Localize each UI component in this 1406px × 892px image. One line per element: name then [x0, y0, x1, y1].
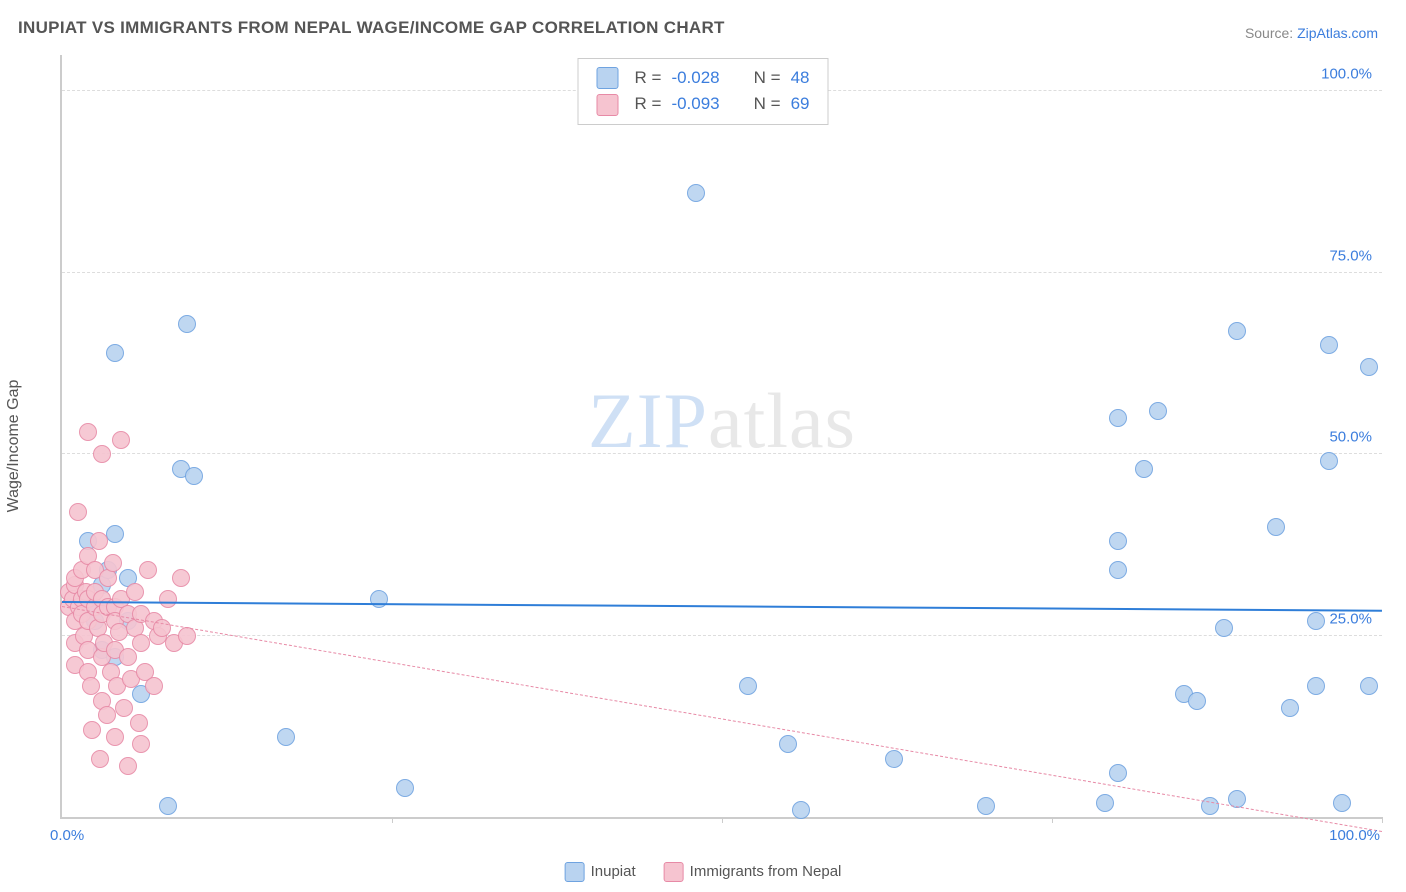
legend-label-inupiat: Inupiat	[591, 863, 636, 880]
scatter-point-inupiat	[792, 801, 810, 819]
plot-area: ZIPatlas 25.0% 50.0% 75.0% 100.0%	[60, 55, 1382, 819]
corr-row-inupiat: R = -0.028 N = 48	[597, 65, 810, 91]
scatter-point-inupiat	[185, 467, 203, 485]
scatter-point-inupiat	[1307, 612, 1325, 630]
scatter-point-nepal	[119, 757, 137, 775]
y-tick-label: 75.0%	[1329, 247, 1372, 264]
scatter-point-inupiat	[1149, 402, 1167, 420]
scatter-point-nepal	[172, 569, 190, 587]
scatter-point-inupiat	[396, 779, 414, 797]
corr-r-value: -0.093	[671, 91, 719, 117]
scatter-point-nepal	[90, 532, 108, 550]
x-tick	[1382, 817, 1383, 823]
scatter-point-inupiat	[977, 797, 995, 815]
corr-row-nepal: R = -0.093 N = 69	[597, 91, 810, 117]
scatter-point-nepal	[132, 634, 150, 652]
x-tick-min: 0.0%	[50, 827, 84, 844]
legend-item-nepal: Immigrants from Nepal	[664, 862, 842, 882]
corr-r-value: -0.028	[671, 65, 719, 91]
watermark-atlas: atlas	[708, 377, 856, 464]
y-tick-label: 50.0%	[1329, 429, 1372, 446]
scatter-point-nepal	[126, 583, 144, 601]
scatter-point-inupiat	[1188, 692, 1206, 710]
scatter-point-inupiat	[159, 797, 177, 815]
scatter-point-nepal	[112, 431, 130, 449]
corr-n-label: N =	[754, 65, 781, 91]
scatter-point-nepal	[130, 714, 148, 732]
scatter-point-inupiat	[1307, 677, 1325, 695]
corr-swatch-nepal	[597, 94, 619, 116]
scatter-point-nepal	[91, 750, 109, 768]
chart-title: INUPIAT VS IMMIGRANTS FROM NEPAL WAGE/IN…	[18, 18, 725, 38]
scatter-point-inupiat	[1135, 460, 1153, 478]
scatter-point-nepal	[69, 503, 87, 521]
scatter-point-inupiat	[1281, 699, 1299, 717]
gridline	[62, 635, 1382, 636]
gridline	[62, 272, 1382, 273]
scatter-point-inupiat	[687, 184, 705, 202]
scatter-point-nepal	[98, 706, 116, 724]
scatter-point-nepal	[139, 561, 157, 579]
trend-line-inupiat	[62, 601, 1382, 612]
x-tick	[722, 817, 723, 823]
scatter-point-inupiat	[1228, 322, 1246, 340]
scatter-point-nepal	[104, 554, 122, 572]
corr-r-label: R =	[635, 91, 662, 117]
scatter-point-inupiat	[1109, 409, 1127, 427]
scatter-point-inupiat	[370, 590, 388, 608]
scatter-point-nepal	[132, 735, 150, 753]
scatter-point-nepal	[93, 445, 111, 463]
scatter-point-inupiat	[1360, 677, 1378, 695]
scatter-point-inupiat	[1109, 561, 1127, 579]
scatter-point-nepal	[159, 590, 177, 608]
scatter-point-inupiat	[106, 344, 124, 362]
corr-n-label: N =	[754, 91, 781, 117]
y-axis-label: Wage/Income Gap	[5, 380, 23, 513]
correlation-legend-box: R = -0.028 N = 48 R = -0.093 N = 69	[578, 58, 829, 125]
source-attribution: Source: ZipAtlas.com	[1245, 25, 1378, 41]
legend-item-inupiat: Inupiat	[565, 862, 636, 882]
scatter-point-inupiat	[1267, 518, 1285, 536]
legend-label-nepal: Immigrants from Nepal	[690, 863, 842, 880]
y-tick-label: 25.0%	[1329, 610, 1372, 627]
scatter-point-inupiat	[885, 750, 903, 768]
x-tick	[1052, 817, 1053, 823]
corr-r-label: R =	[635, 65, 662, 91]
scatter-point-inupiat	[1109, 764, 1127, 782]
scatter-point-nepal	[115, 699, 133, 717]
scatter-point-inupiat	[1096, 794, 1114, 812]
scatter-point-inupiat	[1320, 336, 1338, 354]
trend-line-nepal	[62, 606, 1382, 832]
scatter-point-inupiat	[1360, 358, 1378, 376]
x-axis-row: 0.0% 100.0%	[60, 827, 1380, 857]
source-link[interactable]: ZipAtlas.com	[1297, 25, 1378, 41]
scatter-point-inupiat	[1320, 452, 1338, 470]
scatter-point-nepal	[106, 728, 124, 746]
scatter-point-inupiat	[277, 728, 295, 746]
watermark-zip: ZIP	[588, 377, 708, 464]
scatter-point-inupiat	[1215, 619, 1233, 637]
source-prefix: Source:	[1245, 25, 1297, 41]
scatter-point-inupiat	[1109, 532, 1127, 550]
scatter-point-inupiat	[178, 315, 196, 333]
corr-swatch-inupiat	[597, 67, 619, 89]
scatter-point-inupiat	[1333, 794, 1351, 812]
x-tick-max: 100.0%	[1329, 827, 1380, 844]
scatter-point-nepal	[119, 648, 137, 666]
scatter-point-inupiat	[739, 677, 757, 695]
gridline	[62, 453, 1382, 454]
scatter-point-inupiat	[106, 525, 124, 543]
x-tick	[392, 817, 393, 823]
series-legend: Inupiat Immigrants from Nepal	[565, 862, 842, 882]
scatter-point-nepal	[83, 721, 101, 739]
legend-swatch-nepal	[664, 862, 684, 882]
y-tick-label: 100.0%	[1321, 66, 1372, 83]
scatter-point-inupiat	[779, 735, 797, 753]
scatter-point-nepal	[79, 423, 97, 441]
scatter-point-nepal	[145, 677, 163, 695]
corr-n-value: 69	[791, 91, 810, 117]
legend-swatch-inupiat	[565, 862, 585, 882]
corr-n-value: 48	[791, 65, 810, 91]
